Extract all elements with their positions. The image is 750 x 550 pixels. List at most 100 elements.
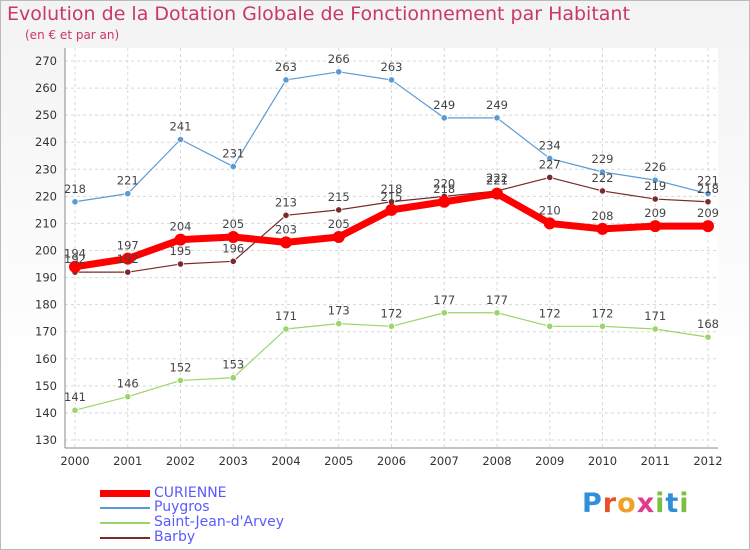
data-label: 218 (381, 182, 403, 196)
data-label: 209 (644, 206, 666, 220)
data-point (229, 374, 237, 382)
data-label: 215 (328, 190, 350, 204)
data-label: 168 (697, 317, 719, 331)
data-label: 226 (644, 160, 666, 174)
y-tick-label: 130 (35, 433, 57, 447)
x-tick-label: 2001 (113, 454, 142, 468)
data-label: 194 (64, 247, 86, 261)
data-label: 221 (117, 174, 139, 188)
data-label: 205 (222, 217, 244, 231)
data-label: 205 (328, 217, 350, 231)
data-point (598, 187, 607, 195)
x-tick-label: 2007 (430, 454, 459, 468)
data-point (280, 236, 292, 249)
y-tick-label: 260 (35, 81, 57, 95)
data-point (651, 176, 659, 184)
data-point (704, 190, 712, 198)
legend-label: Puygros (154, 499, 210, 515)
legend-item: Saint-Jean-d'Arvey (100, 515, 284, 530)
y-tick-label: 190 (35, 271, 57, 285)
y-tick-label: 160 (35, 352, 57, 366)
data-point (702, 220, 714, 233)
data-point (124, 268, 132, 276)
data-point (651, 325, 659, 333)
y-tick-label: 230 (35, 162, 57, 176)
legend-item: CURIENNE (100, 486, 227, 501)
data-point (335, 68, 343, 76)
data-point (71, 406, 79, 414)
data-label: 213 (275, 195, 297, 209)
data-label: 171 (275, 309, 297, 323)
data-point (649, 220, 662, 233)
data-point (438, 195, 451, 208)
legend-swatch (100, 536, 150, 539)
data-point (493, 309, 501, 317)
x-tick-label: 2009 (535, 454, 564, 468)
data-label: 218 (433, 182, 455, 196)
data-point (704, 198, 712, 206)
legend-swatch (100, 490, 150, 497)
data-label: 196 (222, 241, 244, 255)
data-point (440, 309, 448, 317)
data-label: 172 (381, 306, 403, 320)
data-point (546, 173, 554, 182)
data-label: 192 (117, 252, 139, 266)
data-point (69, 260, 81, 273)
y-tick-label: 140 (35, 406, 57, 420)
legend-label: Saint-Jean-d'Arvey (154, 514, 285, 530)
data-label: 215 (381, 190, 403, 204)
y-tick-label: 250 (35, 108, 57, 122)
data-point (651, 195, 659, 203)
data-point (546, 322, 554, 330)
data-label: 218 (64, 182, 86, 196)
data-point (176, 135, 185, 144)
data-point (335, 319, 343, 328)
data-point (227, 230, 240, 243)
data-label: 141 (64, 390, 86, 404)
data-label: 227 (539, 157, 561, 171)
data-label: 222 (486, 171, 508, 185)
data-point (229, 162, 237, 171)
data-point (71, 198, 79, 206)
data-point (124, 393, 132, 401)
y-tick-label: 170 (35, 325, 57, 339)
data-point (387, 322, 396, 330)
data-point (176, 376, 185, 385)
y-tick-label: 220 (35, 189, 57, 203)
legend-label: CURIENNE (154, 485, 227, 501)
data-label: 204 (170, 220, 192, 234)
data-label: 221 (486, 174, 508, 188)
data-point (440, 114, 448, 122)
data-point (176, 260, 185, 268)
data-label: 171 (644, 309, 666, 323)
legend-item: Barby (100, 530, 195, 545)
chart-title: Evolution de la Dotation Globale de Fonc… (7, 3, 630, 25)
data-label: 177 (486, 293, 508, 307)
data-label: 234 (539, 138, 561, 152)
legend-swatch (100, 521, 150, 524)
data-point (387, 76, 396, 84)
data-point (282, 76, 290, 84)
x-tick-label: 2002 (166, 454, 195, 468)
data-point (704, 333, 712, 341)
data-label: 152 (170, 360, 192, 374)
x-tick-label: 2004 (271, 454, 300, 468)
legend-swatch (100, 506, 150, 509)
data-point (598, 322, 607, 330)
data-point (543, 217, 556, 230)
data-label: 263 (381, 60, 403, 74)
data-label: 220 (433, 176, 455, 190)
data-label: 249 (433, 98, 455, 112)
x-tick-label: 2005 (324, 454, 353, 468)
data-label: 153 (222, 358, 244, 372)
y-tick-label: 210 (35, 216, 57, 230)
data-point (546, 154, 554, 163)
data-point (229, 257, 237, 265)
y-tick-label: 240 (35, 135, 57, 149)
data-label: 209 (697, 206, 719, 220)
data-label: 197 (117, 239, 139, 253)
data-label: 146 (117, 377, 139, 391)
data-point (385, 203, 398, 216)
data-label: 222 (592, 171, 614, 185)
